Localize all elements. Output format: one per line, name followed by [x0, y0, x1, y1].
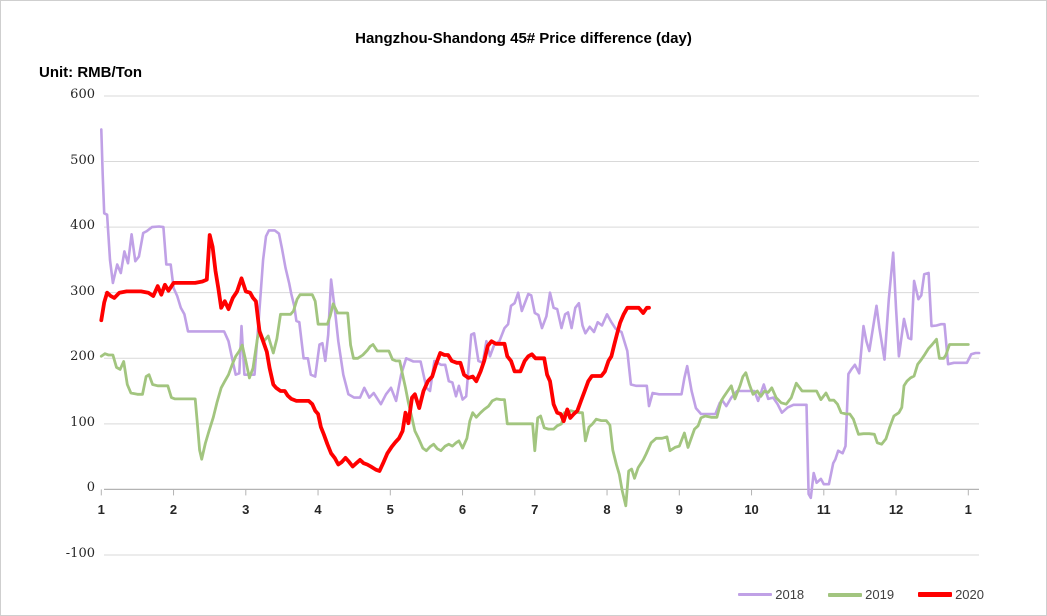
y-tick-label: 600	[70, 86, 95, 102]
y-tick-label: 300	[70, 283, 95, 299]
legend-item-2019: 2019	[828, 587, 894, 602]
x-tick-label: 1	[97, 502, 105, 517]
x-tick-label: 9	[675, 502, 683, 517]
x-tick-label: 11	[816, 502, 831, 517]
legend-swatch-2020	[918, 592, 953, 597]
legend: 2018 2019 2020	[738, 587, 984, 602]
legend-item-2020: 2020	[918, 587, 984, 602]
legend-label-2018: 2018	[775, 587, 805, 602]
x-tick-label: 4	[314, 502, 322, 517]
x-tick-label: 10	[744, 502, 759, 517]
x-tick-label: 2	[169, 502, 178, 517]
legend-swatch-2018	[738, 593, 773, 596]
y-tick-label: 200	[70, 349, 95, 365]
y-tick-label: 0	[86, 480, 95, 496]
series-line-2018	[100, 128, 981, 500]
y-tick-label: 500	[70, 152, 95, 168]
x-tick-label: 12	[888, 502, 904, 517]
series-line-2020	[99, 233, 651, 473]
legend-swatch-2019	[828, 592, 863, 597]
unit-label: Unit: RMB/Ton	[39, 64, 143, 81]
legend-label-2019: 2019	[865, 587, 895, 602]
y-tick-label: 100	[70, 414, 95, 430]
legend-label-2020: 2020	[955, 587, 984, 602]
x-tick-label: 6	[458, 502, 467, 517]
x-tick-label: 3	[242, 502, 250, 517]
x-tick-label: 5	[386, 502, 394, 517]
y-tick-label: -100	[65, 545, 95, 561]
y-tick-label: 400	[70, 218, 95, 234]
x-tick-label: 8	[603, 502, 611, 517]
x-tick-label: 1	[964, 502, 972, 517]
legend-item-2018: 2018	[738, 587, 804, 602]
chart-title: Hangzhou-Shandong 45# Price difference (…	[355, 30, 692, 47]
series-line-2019	[99, 293, 970, 508]
x-tick-label: 7	[531, 502, 539, 517]
